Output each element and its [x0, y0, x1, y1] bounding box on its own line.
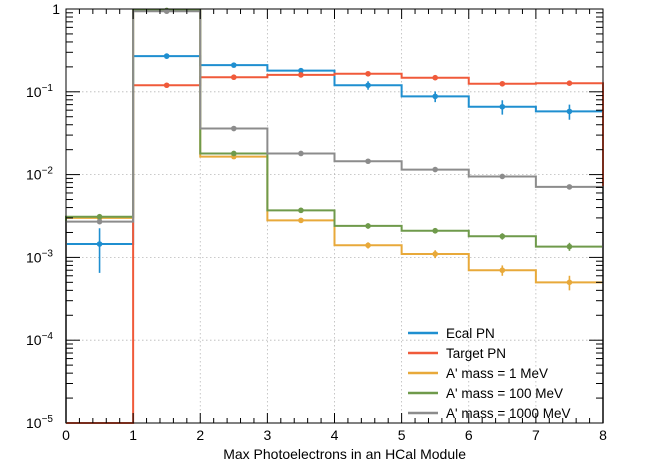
x-tick-label: 1	[129, 427, 137, 443]
y-tick-label: 10−2	[26, 166, 53, 183]
legend-label: A' mass = 1000 MeV	[446, 406, 571, 421]
data-point	[499, 267, 506, 274]
data-point	[231, 74, 237, 81]
x-tick-label: 4	[331, 427, 339, 443]
legend-entry: A' mass = 100 MeV	[408, 386, 563, 401]
data-point	[298, 217, 304, 224]
x-tick-label: 0	[62, 427, 70, 443]
data-point	[499, 103, 506, 110]
histogram-series-layer	[65, 7, 604, 424]
data-point	[499, 173, 506, 180]
data-point	[96, 218, 103, 225]
data-point	[298, 150, 304, 157]
y-tick-label: 1	[52, 1, 60, 17]
histogram-line	[65, 10, 604, 423]
data-point	[231, 125, 237, 132]
data-point	[499, 233, 506, 240]
data-point	[163, 8, 170, 15]
x-axis-title: Max Photoelectrons in an HCal Module	[223, 446, 466, 462]
x-tick-labels: 0 1 2 3 4 5 6 7 8	[62, 427, 607, 443]
y-tick-label: 10−3	[26, 248, 53, 265]
y-tick-label: 10−4	[26, 331, 53, 348]
data-point	[365, 242, 371, 249]
data-point	[96, 241, 103, 247]
data-point	[231, 62, 237, 68]
x-tick-label: 2	[196, 427, 204, 443]
data-point	[365, 223, 371, 229]
data-point	[566, 279, 573, 286]
legend-entry: A' mass = 1 MeV	[408, 366, 548, 381]
legend-entry: A' mass = 1000 MeV	[408, 406, 571, 421]
data-point	[365, 158, 371, 165]
data-point	[432, 251, 438, 257]
data-point	[432, 74, 438, 81]
legend-label: Target PN	[446, 346, 506, 361]
x-tick-label: 8	[599, 427, 607, 443]
data-point	[499, 80, 506, 87]
data-point	[163, 53, 170, 59]
y-tick-label: 10−5	[26, 414, 53, 431]
data-point	[432, 93, 438, 100]
x-tick-label: 7	[532, 427, 540, 443]
legend-entry: Ecal PN	[408, 326, 495, 341]
data-point	[298, 67, 304, 74]
x-tick-label: 6	[465, 427, 473, 443]
legend-entry: Target PN	[408, 346, 506, 361]
data-point	[432, 227, 438, 234]
y-tick-labels: 10−5 10−4 10−3 10−2 10−1 1	[26, 1, 60, 431]
x-tick-label: 3	[263, 427, 271, 443]
data-point	[96, 213, 103, 220]
data-point	[163, 82, 170, 89]
legend-label: Ecal PN	[446, 326, 495, 341]
legend: Ecal PN Target PN A' mass = 1 MeV A' mass =…	[408, 326, 571, 421]
data-point	[298, 72, 304, 78]
histogram-line	[66, 72, 604, 424]
x-tick-label: 5	[398, 427, 406, 443]
legend-label: A' mass = 1 MeV	[446, 366, 548, 381]
plot-frame	[65, 8, 604, 424]
legend-label: A' mass = 100 MeV	[446, 386, 563, 401]
data-point	[566, 184, 573, 190]
series-target-pn	[66, 70, 604, 424]
series-a-mass-1000-mev	[65, 8, 604, 423]
data-point	[298, 207, 304, 214]
data-point	[365, 82, 371, 89]
data-point	[231, 150, 237, 157]
axis-ticks-layer	[65, 8, 604, 424]
data-point	[566, 80, 573, 87]
data-point	[566, 243, 573, 250]
data-point	[432, 166, 438, 173]
data-point	[365, 70, 371, 77]
y-tick-label: 10−1	[26, 83, 53, 100]
data-point	[566, 108, 573, 115]
